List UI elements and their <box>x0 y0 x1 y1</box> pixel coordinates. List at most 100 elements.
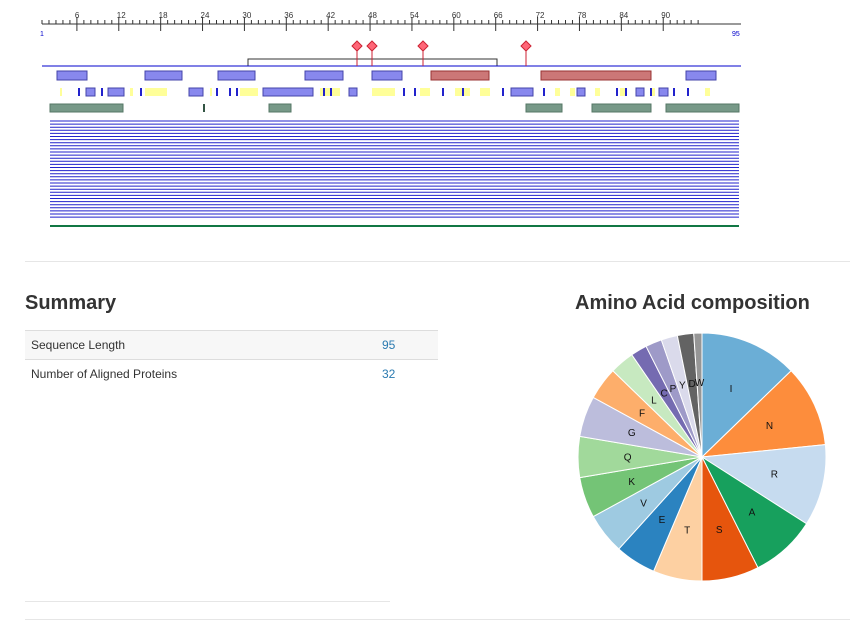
site-mark <box>442 88 444 96</box>
ruler-tick-label: 78 <box>577 11 586 20</box>
pie-slice <box>701 332 792 459</box>
ruler-tick-label: 12 <box>117 11 126 20</box>
site-mark <box>673 88 675 96</box>
yellow-feature <box>210 88 212 96</box>
pie-slice-label: D <box>688 379 695 390</box>
pie-slice-label: E <box>659 515 666 526</box>
site-mark <box>216 88 218 96</box>
pie-slice-label: S <box>716 525 723 536</box>
site-mark <box>403 88 405 96</box>
yellow-feature <box>145 88 167 96</box>
secondary-structure-feature <box>591 103 652 113</box>
domain-feature <box>371 70 403 81</box>
pie-slice-label: Q <box>624 453 632 464</box>
secondary-structure-feature <box>268 103 292 113</box>
ruler-tick-label: 18 <box>159 11 168 20</box>
site-mark <box>687 88 689 96</box>
pie-slice <box>700 370 826 458</box>
site-mark <box>462 88 464 96</box>
pie-slice-label: W <box>695 378 705 389</box>
motif-feature <box>85 87 96 97</box>
pie-slice-label: I <box>730 384 733 395</box>
motif-feature <box>576 87 586 97</box>
ruler-tick-label: 90 <box>661 11 670 20</box>
motif-feature <box>510 87 534 97</box>
pie-slice <box>700 444 827 525</box>
site-mark <box>236 88 238 96</box>
sequence-length-value: 95 <box>376 330 438 360</box>
site-mark <box>502 88 504 96</box>
pie-slice-label: R <box>771 470 778 481</box>
pie-slice-label: G <box>628 428 636 439</box>
motif-feature <box>262 87 314 97</box>
site-mark <box>616 88 618 96</box>
motif-feature <box>107 87 125 97</box>
site-mark <box>323 88 325 96</box>
ruler-tick-label: 42 <box>326 11 335 20</box>
variant-marker <box>417 40 429 52</box>
site-mark <box>625 88 627 96</box>
region-feature <box>430 70 490 81</box>
site-mark <box>203 104 205 112</box>
ruler-tick-label: 30 <box>242 11 251 20</box>
yellow-feature <box>620 88 625 96</box>
summary-table: Sequence Length 95 Number of Aligned Pro… <box>25 330 438 388</box>
variant-marker <box>520 40 532 52</box>
ruler-tick-label: 48 <box>368 11 377 20</box>
pie-slice-label: Y <box>679 381 686 392</box>
site-mark <box>414 88 416 96</box>
aligned-proteins-label: Number of Aligned Proteins <box>25 359 376 388</box>
site-mark <box>543 88 545 96</box>
section-divider <box>25 261 850 262</box>
summary-title: Summary <box>25 292 117 314</box>
yellow-feature <box>60 88 62 96</box>
site-mark <box>229 88 231 96</box>
secondary-structure-feature <box>665 103 740 113</box>
aligned-proteins-value: 32 <box>376 359 438 388</box>
ruler-tick-label: 6 <box>75 11 80 20</box>
yellow-feature <box>130 88 133 96</box>
pie-slice-label: F <box>639 408 645 419</box>
variant-marker <box>366 40 378 52</box>
yellow-feature <box>595 88 600 96</box>
pie-slice-label: K <box>628 477 635 488</box>
secondary-structure-feature <box>525 103 563 113</box>
pie-slice-label: T <box>684 525 690 536</box>
ruler-start-label: 1 <box>40 31 44 38</box>
motif-feature <box>658 87 669 97</box>
motif-feature <box>188 87 204 97</box>
pie-slice-label: A <box>749 508 756 519</box>
table-row: Number of Aligned Proteins 32 <box>25 359 438 388</box>
motif-feature <box>348 87 358 97</box>
variant-marker <box>351 40 363 52</box>
summary-bottom-divider <box>25 601 390 602</box>
yellow-feature <box>650 88 655 96</box>
table-row: Sequence Length 95 <box>25 330 438 360</box>
pie-slice <box>693 332 703 458</box>
pie-slice-label: P <box>670 384 677 395</box>
ruler-tick-label: 84 <box>619 11 628 20</box>
domain-feature <box>685 70 717 81</box>
site-mark <box>101 88 103 96</box>
yellow-feature <box>555 88 560 96</box>
ruler-tick-label: 60 <box>452 11 461 20</box>
yellow-feature <box>240 88 258 96</box>
domain-feature <box>304 70 344 81</box>
ruler-end-label: 95 <box>732 31 740 38</box>
ruler-tick-label: 24 <box>201 11 210 20</box>
yellow-feature <box>372 88 395 96</box>
ruler-tick-label: 66 <box>494 11 503 20</box>
pie-slice-label: V <box>640 499 647 510</box>
site-mark <box>140 88 142 96</box>
pie-slice-label: C <box>660 388 667 399</box>
ruler-tick-label: 54 <box>410 11 419 20</box>
domain-feature <box>56 70 88 81</box>
sequence-feature-viewer: 6 12 18 24 30 36 42 48 54 60 66 72 78 84 90 1 95 <box>40 11 741 227</box>
pie-slice-label: L <box>651 396 657 407</box>
yellow-feature <box>570 88 575 96</box>
amino-acid-composition-title: Amino Acid composition <box>575 292 810 314</box>
domain-feature <box>144 70 183 81</box>
site-mark <box>330 88 332 96</box>
secondary-structure-feature <box>49 103 124 113</box>
